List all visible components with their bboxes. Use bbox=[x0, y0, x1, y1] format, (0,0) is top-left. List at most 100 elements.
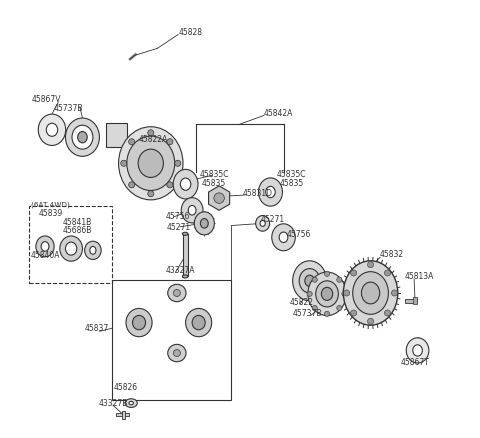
Ellipse shape bbox=[192, 315, 205, 330]
Bar bbox=[413, 297, 417, 304]
Ellipse shape bbox=[186, 308, 212, 337]
Text: 45756: 45756 bbox=[165, 212, 190, 221]
Ellipse shape bbox=[119, 127, 183, 200]
Text: 45842A: 45842A bbox=[264, 109, 293, 118]
Circle shape bbox=[214, 193, 224, 203]
Circle shape bbox=[173, 290, 180, 297]
Ellipse shape bbox=[181, 198, 203, 223]
Ellipse shape bbox=[173, 170, 198, 199]
Ellipse shape bbox=[60, 236, 83, 261]
Circle shape bbox=[175, 160, 181, 166]
Circle shape bbox=[384, 270, 391, 276]
Bar bbox=[116, 413, 130, 416]
Ellipse shape bbox=[406, 338, 429, 363]
Bar bbox=[183, 234, 188, 276]
Ellipse shape bbox=[293, 261, 326, 301]
Circle shape bbox=[324, 271, 330, 276]
Ellipse shape bbox=[38, 114, 66, 145]
Circle shape bbox=[121, 160, 127, 166]
Circle shape bbox=[148, 191, 154, 197]
Text: 45839: 45839 bbox=[39, 209, 63, 218]
Ellipse shape bbox=[343, 261, 398, 325]
Circle shape bbox=[342, 291, 347, 297]
Ellipse shape bbox=[194, 212, 215, 235]
Ellipse shape bbox=[182, 232, 188, 235]
Text: 43327A: 43327A bbox=[165, 266, 195, 275]
Text: 45737B: 45737B bbox=[54, 103, 83, 113]
Text: 45837: 45837 bbox=[84, 324, 108, 333]
Ellipse shape bbox=[127, 136, 175, 191]
Ellipse shape bbox=[182, 275, 188, 278]
Text: 45737B: 45737B bbox=[292, 309, 322, 318]
Circle shape bbox=[129, 139, 135, 145]
Ellipse shape bbox=[308, 272, 346, 316]
Circle shape bbox=[368, 261, 373, 268]
Ellipse shape bbox=[279, 232, 288, 243]
Ellipse shape bbox=[84, 241, 101, 259]
Circle shape bbox=[167, 139, 173, 145]
Text: 45828: 45828 bbox=[179, 28, 203, 37]
Circle shape bbox=[324, 311, 330, 317]
Text: 45826: 45826 bbox=[114, 383, 138, 392]
Ellipse shape bbox=[413, 345, 422, 356]
Circle shape bbox=[337, 277, 342, 283]
Circle shape bbox=[344, 290, 349, 296]
Text: 45686B: 45686B bbox=[62, 226, 92, 235]
Polygon shape bbox=[208, 186, 229, 210]
Ellipse shape bbox=[299, 268, 320, 293]
Ellipse shape bbox=[126, 308, 152, 337]
Ellipse shape bbox=[65, 118, 99, 156]
Ellipse shape bbox=[272, 224, 295, 251]
Ellipse shape bbox=[361, 282, 380, 304]
Circle shape bbox=[173, 350, 180, 357]
Ellipse shape bbox=[90, 247, 96, 254]
Circle shape bbox=[350, 270, 357, 276]
Ellipse shape bbox=[125, 399, 137, 407]
Ellipse shape bbox=[260, 220, 265, 226]
Bar bbox=[112, 280, 231, 399]
Circle shape bbox=[167, 182, 173, 188]
Ellipse shape bbox=[265, 186, 275, 198]
Text: 45835C: 45835C bbox=[200, 170, 229, 179]
Ellipse shape bbox=[353, 272, 388, 314]
Bar bbox=[121, 411, 125, 419]
Circle shape bbox=[384, 310, 391, 316]
Text: 45867V: 45867V bbox=[32, 95, 61, 104]
Ellipse shape bbox=[305, 275, 314, 286]
Text: (6AT 4WD): (6AT 4WD) bbox=[31, 202, 70, 208]
Ellipse shape bbox=[72, 125, 93, 149]
Bar bbox=[106, 123, 127, 147]
Text: 45831D: 45831D bbox=[242, 189, 272, 198]
Text: 45835C: 45835C bbox=[277, 170, 307, 179]
Ellipse shape bbox=[168, 344, 186, 362]
Text: 45835: 45835 bbox=[202, 179, 226, 188]
Circle shape bbox=[307, 291, 312, 297]
Ellipse shape bbox=[132, 315, 145, 330]
Bar bbox=[405, 299, 417, 303]
Circle shape bbox=[392, 290, 397, 296]
Ellipse shape bbox=[256, 215, 270, 231]
Ellipse shape bbox=[180, 178, 191, 190]
Text: 45813A: 45813A bbox=[405, 272, 434, 281]
Circle shape bbox=[148, 130, 154, 136]
Ellipse shape bbox=[138, 149, 163, 177]
Text: 45832: 45832 bbox=[379, 250, 403, 259]
Circle shape bbox=[129, 182, 135, 188]
Circle shape bbox=[337, 305, 342, 311]
Ellipse shape bbox=[322, 287, 333, 300]
Ellipse shape bbox=[200, 219, 208, 228]
Ellipse shape bbox=[36, 236, 54, 257]
Ellipse shape bbox=[47, 123, 58, 136]
Circle shape bbox=[312, 305, 317, 311]
Ellipse shape bbox=[78, 131, 87, 143]
Ellipse shape bbox=[41, 242, 49, 251]
Text: 43327B: 43327B bbox=[98, 399, 128, 409]
Text: 45822A: 45822A bbox=[139, 135, 168, 144]
Ellipse shape bbox=[129, 401, 133, 405]
Circle shape bbox=[350, 310, 357, 316]
Ellipse shape bbox=[188, 205, 196, 215]
Text: 45822: 45822 bbox=[290, 298, 314, 307]
Text: 45835: 45835 bbox=[279, 179, 303, 188]
Ellipse shape bbox=[316, 281, 338, 307]
Text: 45756: 45756 bbox=[287, 230, 312, 239]
